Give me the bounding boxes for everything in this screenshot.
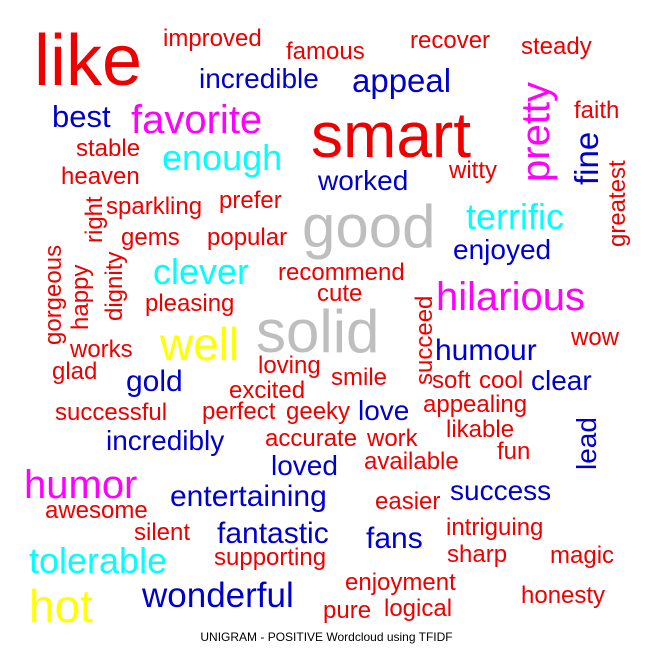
word-smart: smart — [311, 99, 471, 171]
word-love: love — [358, 395, 409, 426]
word-succeed: succeed — [411, 296, 438, 385]
word-work: work — [366, 425, 419, 452]
word-gold: gold — [126, 365, 183, 398]
word-incredibly: incredibly — [106, 425, 224, 456]
word-humour: humour — [435, 334, 537, 367]
word-greatest: greatest — [604, 160, 631, 247]
word-pure: pure — [323, 597, 371, 624]
word-appealing: appealing — [423, 391, 527, 418]
word-solid: solid — [256, 298, 379, 365]
word-dignity: dignity — [101, 252, 128, 321]
word-soft: soft — [432, 367, 471, 394]
word-gorgeous: gorgeous — [40, 245, 67, 345]
word-supporting: supporting — [214, 544, 326, 571]
word-loved: loved — [271, 450, 338, 481]
word-worked: worked — [317, 165, 408, 196]
word-right: right — [81, 196, 108, 243]
word-like: like — [34, 21, 142, 101]
word-logical: logical — [384, 595, 452, 622]
word-prefer: prefer — [219, 187, 282, 214]
word-recover: recover — [410, 27, 490, 54]
word-hilarious: hilarious — [436, 275, 585, 319]
word-available: available — [364, 448, 459, 475]
word-tolerable: tolerable — [29, 540, 167, 581]
word-recommend: recommend — [278, 259, 405, 286]
word-fans: fans — [366, 522, 423, 555]
word-gems: gems — [121, 224, 180, 251]
word-sparkling: sparkling — [106, 193, 202, 220]
word-appeal: appeal — [352, 62, 451, 99]
word-witty: witty — [448, 157, 497, 184]
word-loving: loving — [258, 352, 321, 379]
word-wow: wow — [570, 324, 620, 351]
word-faith: faith — [574, 97, 619, 124]
word-perfect: perfect — [202, 398, 276, 425]
word-terrific: terrific — [466, 196, 564, 237]
word-favorite: favorite — [131, 98, 262, 142]
word-smile: smile — [331, 364, 387, 391]
word-excited: excited — [229, 377, 305, 404]
word-glad: glad — [52, 358, 97, 385]
chart-title: UNIGRAM - POSITIVE Wordcloud using TFIDF — [200, 630, 453, 644]
word-cute: cute — [317, 280, 362, 307]
word-clear: clear — [531, 365, 592, 396]
word-accurate: accurate — [265, 425, 357, 452]
word-sharp: sharp — [447, 541, 507, 568]
word-happy: happy — [67, 265, 94, 330]
word-successful: successful — [55, 399, 167, 426]
word-best: best — [52, 99, 111, 134]
word-silent: silent — [134, 519, 190, 546]
word-pleasing: pleasing — [145, 290, 234, 317]
word-well: well — [159, 318, 239, 370]
word-fine: fine — [568, 132, 605, 185]
word-good: good — [302, 193, 435, 260]
word-clever: clever — [153, 251, 249, 292]
word-popular: popular — [207, 224, 287, 251]
word-humor: humor — [24, 463, 137, 507]
word-fun: fun — [497, 438, 530, 465]
word-honesty: honesty — [521, 582, 605, 609]
word-famous: famous — [286, 38, 365, 65]
word-pretty: pretty — [514, 82, 558, 182]
word-works: works — [69, 336, 133, 363]
word-lead: lead — [571, 417, 602, 470]
word-enough: enough — [162, 137, 282, 178]
word-incredible: incredible — [199, 63, 319, 94]
word-likable: likable — [446, 416, 514, 443]
word-fantastic: fantastic — [217, 517, 329, 550]
word-hot: hot — [29, 580, 93, 632]
word-geeky: geeky — [286, 398, 350, 425]
word-enjoyment: enjoyment — [345, 569, 456, 596]
word-stable: stable — [76, 135, 140, 162]
word-heaven: heaven — [61, 163, 140, 190]
word-entertaining: entertaining — [170, 480, 327, 513]
word-magic: magic — [550, 542, 614, 569]
word-enjoyed: enjoyed — [453, 234, 551, 265]
word-success: success — [450, 475, 551, 506]
word-improved: improved — [163, 25, 262, 52]
word-awesome: awesome — [45, 497, 148, 524]
word-easier: easier — [375, 488, 440, 515]
word-wonderful: wonderful — [141, 576, 294, 615]
word-intriguing: intriguing — [446, 514, 543, 541]
word-cool: cool — [479, 367, 523, 394]
word-steady: steady — [521, 33, 592, 60]
